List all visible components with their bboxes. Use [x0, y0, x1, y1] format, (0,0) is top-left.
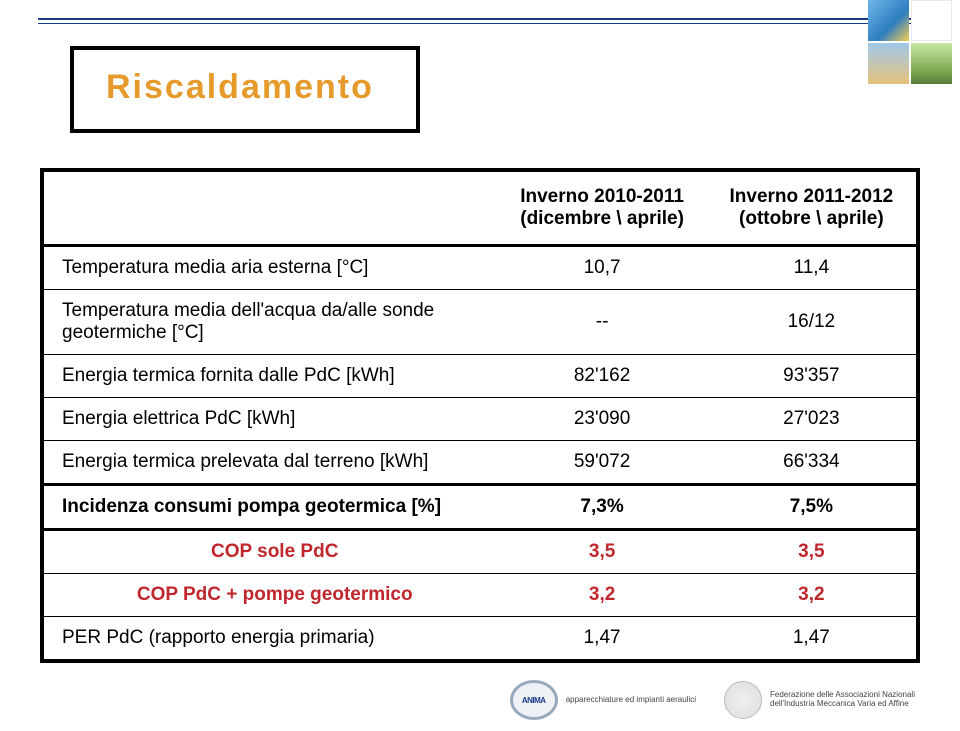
footer-logo-federation-block: Federazione delle Associazioni Nazionali…	[724, 681, 940, 719]
row-value-2: 11,4	[707, 246, 916, 290]
anima-logo-icon: ANIMA	[510, 680, 558, 720]
corner-photo-collage	[868, 0, 952, 84]
col-header-period-1: Inverno 2010-2011(dicembre \ aprile)	[497, 172, 706, 246]
row-label: Energia termica prelevata dal terreno [k…	[44, 441, 497, 485]
row-label: Temperatura media dell'acqua da/alle son…	[44, 290, 497, 355]
row-value-1: --	[497, 290, 706, 355]
col-header-empty	[44, 172, 497, 246]
row-value-2: 3,5	[707, 530, 916, 574]
row-label: PER PdC (rapporto energia primaria)	[44, 617, 497, 660]
col-header-period-2: Inverno 2011-2012(ottobre \ aprile)	[707, 172, 916, 246]
row-value-1: 59'072	[497, 441, 706, 485]
row-value-2: 3,2	[707, 574, 916, 617]
col-header-line: (ottobre \ aprile)	[739, 208, 884, 229]
header-rule	[38, 18, 922, 24]
row-value-1: 10,7	[497, 246, 706, 290]
table-row: Energia termica fornita dalle PdC [kWh]8…	[44, 355, 916, 398]
row-label: Energia elettrica PdC [kWh]	[44, 398, 497, 441]
row-value-1: 82'162	[497, 355, 706, 398]
collage-tile	[868, 0, 909, 41]
row-label: Energia termica fornita dalle PdC [kWh]	[44, 355, 497, 398]
row-value-2: 7,5%	[707, 485, 916, 530]
row-value-2: 66'334	[707, 441, 916, 485]
table-row: COP PdC + pompe geotermico3,23,2	[44, 574, 916, 617]
col-header-line: Inverno 2010-2011	[520, 186, 684, 207]
data-table: Inverno 2010-2011(dicembre \ aprile)Inve…	[44, 172, 916, 659]
row-label: Incidenza consumi pompa geotermica [%]	[44, 485, 497, 530]
row-value-2: 1,47	[707, 617, 916, 660]
row-value-1: 7,3%	[497, 485, 706, 530]
row-label: COP sole PdC	[44, 530, 497, 574]
title-box: Riscaldamento	[70, 46, 420, 133]
page-title: Riscaldamento	[106, 68, 384, 107]
table-row: PER PdC (rapporto energia primaria)1,471…	[44, 617, 916, 660]
table-row: Temperatura media dell'acqua da/alle son…	[44, 290, 916, 355]
footer: ANIMA apparecchiature ed impianti aeraul…	[0, 675, 960, 725]
data-table-container: Inverno 2010-2011(dicembre \ aprile)Inve…	[40, 168, 920, 663]
row-label: Temperatura media aria esterna [°C]	[44, 246, 497, 290]
federation-caption: Federazione delle Associazioni Nazionali…	[770, 691, 940, 709]
table-row: Incidenza consumi pompa geotermica [%]7,…	[44, 485, 916, 530]
anima-caption: apparecchiature ed impianti aeraulici	[566, 696, 696, 705]
row-value-2: 27'023	[707, 398, 916, 441]
table-row: Temperatura media aria esterna [°C]10,71…	[44, 246, 916, 290]
footer-logo-anima-block: ANIMA apparecchiature ed impianti aeraul…	[510, 680, 696, 720]
table-row: Energia termica prelevata dal terreno [k…	[44, 441, 916, 485]
col-header-line: (dicembre \ aprile)	[520, 208, 684, 229]
collage-tile	[868, 43, 909, 84]
row-value-1: 3,2	[497, 574, 706, 617]
row-value-2: 93'357	[707, 355, 916, 398]
row-value-1: 3,5	[497, 530, 706, 574]
federation-logo-icon	[724, 681, 762, 719]
table-row: Energia elettrica PdC [kWh]23'09027'023	[44, 398, 916, 441]
row-value-2: 16/12	[707, 290, 916, 355]
table-row: COP sole PdC3,53,5	[44, 530, 916, 574]
row-value-1: 1,47	[497, 617, 706, 660]
collage-tile	[911, 0, 952, 41]
row-value-1: 23'090	[497, 398, 706, 441]
collage-tile	[911, 43, 952, 84]
row-label: COP PdC + pompe geotermico	[44, 574, 497, 617]
col-header-line: Inverno 2011-2012	[730, 186, 894, 207]
